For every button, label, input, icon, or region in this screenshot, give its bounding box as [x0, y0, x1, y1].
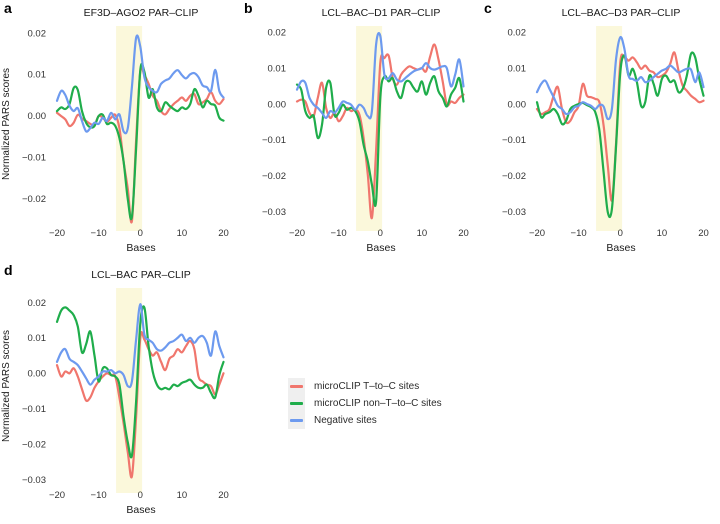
legend-line-icon-negative-sites: [290, 419, 303, 422]
x-tick-label: 0: [138, 228, 143, 239]
series-line-microclip-t-to-c-sites: [535, 51, 705, 202]
panel-letter: d: [4, 262, 13, 278]
legend-item-negative-sites: Negative sites: [288, 412, 442, 429]
y-tick-label: 0.01: [268, 64, 287, 75]
x-tick-label: −20: [289, 228, 305, 239]
panel-title: LCL–BAC–D3 PAR–CLIP: [562, 7, 681, 19]
x-tick-label: −10: [571, 228, 587, 239]
y-tick-label: −0.03: [22, 475, 46, 486]
x-tick-label: 0: [618, 228, 623, 239]
panel-b: 0.02 0.01 0.00 −0.01 −0.02 −0.03 −20 −10 0 10 20 b L…: [240, 0, 480, 262]
legend-key: [288, 378, 305, 395]
y-axis-title: Normalized PARS scores: [1, 68, 12, 180]
y-tick-label: −0.01: [502, 135, 526, 146]
x-tick-label: −10: [91, 228, 107, 239]
legend-line-icon-microclip-t-to-c-sites: [290, 385, 303, 388]
y-tick-label: 0.01: [28, 70, 47, 81]
y-tick-label: −0.03: [502, 207, 526, 218]
y-tick-label: −0.02: [502, 171, 526, 182]
x-tick-label: −20: [49, 228, 65, 239]
legend-label-microclip-non-t-to-c-sites: microCLIP non–T–to–C sites: [314, 398, 442, 409]
y-tick-label: 0.00: [508, 99, 527, 110]
y-tick-label: 0.01: [508, 64, 527, 75]
y-tick-label: 0.00: [28, 369, 47, 380]
x-tick-label: 10: [177, 490, 188, 501]
series-line-microclip-non-t-to-c-sites: [295, 74, 465, 207]
y-tick-label: 0.02: [28, 28, 47, 39]
panel-d: 0.02 0.01 0.00 −0.01 −0.02 −0.03 −20 −10 0 10 20 d L…: [0, 262, 240, 524]
panel-c-chart: 0.02 0.01 0.00 −0.01 −0.02 −0.03−20 −10 0 10 20 c L…: [484, 0, 709, 254]
panel-a: 0.02 0.01 0.00 −0.01 −0.02 −20 −10 0 10 20 a EF3D–A…: [0, 0, 240, 262]
x-tick-label: 10: [177, 228, 188, 239]
y-tick-label: 0.02: [28, 298, 47, 309]
series-line-microclip-non-t-to-c-sites: [55, 62, 225, 221]
x-tick-label: 20: [218, 228, 229, 239]
x-axis-title: Bases: [126, 242, 155, 254]
panel-title: LCL–BAC PAR–CLIP: [91, 269, 191, 281]
legend: microCLIP T–to–C sites microCLIP non–T–to…: [288, 378, 442, 429]
x-tick-label: 10: [417, 228, 428, 239]
x-tick-label: 20: [218, 490, 229, 501]
y-tick-label: −0.03: [262, 207, 286, 218]
x-tick-label: 0: [378, 228, 383, 239]
panel-letter: b: [244, 0, 253, 16]
panel-letter: c: [484, 0, 492, 16]
y-tick-label: 0.00: [268, 99, 287, 110]
legend-line-icon-microclip-non-t-to-c-sites: [290, 402, 303, 405]
y-tick-label: −0.01: [262, 135, 286, 146]
panel-title: EF3D–AGO2 PAR–CLIP: [84, 7, 199, 19]
series-line-negative-sites: [535, 35, 705, 121]
x-tick-label: −20: [529, 228, 545, 239]
series-line-negative-sites: [55, 303, 225, 389]
y-tick-label: −0.01: [22, 404, 46, 415]
legend-label-negative-sites: Negative sites: [314, 415, 377, 426]
y-axis-title: Normalized PARS scores: [1, 330, 12, 442]
y-tick-label: 0.01: [28, 333, 47, 344]
series-line-microclip-non-t-to-c-sites: [535, 51, 705, 219]
panel-c: 0.02 0.01 0.00 −0.01 −0.02 −0.03 −20 −10 0 10 20 c L…: [480, 0, 720, 262]
y-tick-label: −0.02: [262, 171, 286, 182]
x-tick-label: −10: [91, 490, 107, 501]
panel-a-chart: 0.02 0.01 0.00 −0.01 −0.02 −20 −10 0 10 20 a EF3D–A…: [1, 0, 229, 254]
y-tick-label: 0.02: [508, 28, 527, 39]
legend-label-microclip-t-to-c-sites: microCLIP T–to–C sites: [314, 381, 420, 392]
legend-key: [288, 412, 305, 429]
x-tick-label: 20: [698, 228, 709, 239]
panel-title: LCL–BAC–D1 PAR–CLIP: [322, 7, 441, 19]
y-tick-label: 0.02: [268, 28, 287, 39]
legend-item-microclip-t-to-c-sites: microCLIP T–to–C sites: [288, 378, 442, 395]
panel-d-chart: 0.02 0.01 0.00 −0.01 −0.02 −0.03−20 −10 0 10 20 d L…: [1, 262, 229, 516]
legend-key: [288, 395, 305, 412]
series-line-microclip-non-t-to-c-sites: [55, 305, 225, 459]
legend-item-microclip-non-t-to-c-sites: microCLIP non–T–to–C sites: [288, 395, 442, 412]
x-axis-title: Bases: [606, 242, 635, 254]
x-axis-title: Bases: [366, 242, 395, 254]
panel-letter: a: [4, 0, 12, 16]
y-tick-label: −0.01: [22, 152, 46, 163]
y-tick-label: −0.02: [22, 440, 46, 451]
series-line-negative-sites: [295, 32, 465, 120]
x-tick-label: 20: [458, 228, 469, 239]
x-tick-label: −20: [49, 490, 65, 501]
y-tick-label: −0.02: [22, 194, 46, 205]
x-tick-label: 0: [138, 490, 143, 501]
x-tick-label: −10: [331, 228, 347, 239]
y-tick-label: 0.00: [28, 111, 47, 122]
x-tick-label: 10: [657, 228, 668, 239]
x-axis-title: Bases: [126, 504, 155, 516]
series-line-negative-sites: [55, 34, 225, 135]
panel-b-chart: 0.02 0.01 0.00 −0.01 −0.02 −0.03−20 −10 0 10 20 b L…: [244, 0, 469, 254]
